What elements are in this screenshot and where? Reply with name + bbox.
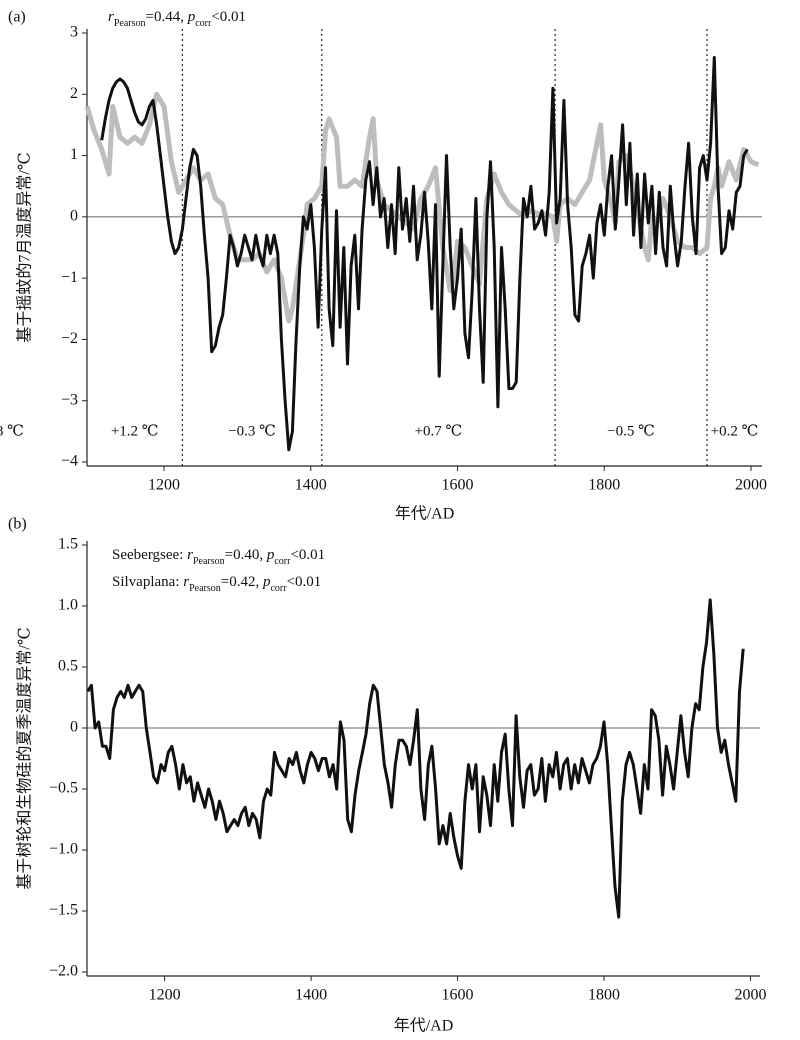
x-axis-label: 年代/AD [394,1017,454,1035]
annotation: rPearson=0.44, pcorr<0.01 [108,9,246,28]
annotation-part: corr [195,18,212,29]
x-tick-label: 1400 [295,987,327,1004]
y-tick-label: −3 [61,391,78,408]
y-axis-label: 基于摇蚊的7月温度异常/℃ [16,152,34,342]
x-tick-label: 1600 [442,477,474,494]
y-tick-label: 0 [70,208,78,225]
x-tick-label: 1200 [149,987,181,1004]
annotation-part: Pearson [193,556,225,567]
annotation-part: p [266,547,275,563]
x-tick-label: 2000 [734,987,766,1004]
x-tick-label: 1600 [442,987,474,1004]
x-tick-label: 1800 [588,987,620,1004]
annotation-part: Silvaplana: [112,574,183,590]
period-label: +0.7 ℃ [415,423,463,439]
y-tick-label: −1.0 [49,841,78,858]
annotation-part: Seebergsee: [112,547,187,563]
y-tick-label: −4 [61,453,78,470]
annotation-part: p [262,574,271,590]
x-tick-label: 1400 [295,477,327,494]
annotation-part: r [108,9,114,25]
annotation-part: corr [270,583,287,594]
y-tick-label: 0 [70,719,78,736]
annotation: Seebergsee: rPearson=0.40, pcorr<0.01 [112,547,325,566]
annotation-part: r [187,547,193,563]
y-tick-label: 1.5 [58,536,78,553]
annotation-part: corr [274,556,291,567]
annotation-part: =0.40, [225,547,267,563]
period-label: −0.3 ℃ [228,423,276,439]
panel-label: (a) [8,9,26,26]
y-tick-label: −2 [61,330,78,347]
series-line [100,56,749,452]
x-tick-label: 1200 [148,477,180,494]
x-tick-label: 2000 [735,477,767,494]
y-tick-label: −0.5 [49,780,78,797]
annotation-part: =0.42, [221,574,263,590]
annotation-part: <0.01 [290,547,325,563]
series-line [86,598,745,919]
period-label: −0.5 ℃ [607,423,655,439]
y-tick-label: 3 [70,24,78,41]
x-axis-label: 年代/AD [395,505,455,523]
annotation-part: r [183,574,189,590]
period-label: +0.8 ℃ [0,423,24,439]
y-tick-label: 2 [70,85,78,102]
annotation: Silvaplana: rPearson=0.42, pcorr<0.01 [112,574,321,593]
y-tick-label: 0.5 [58,658,78,675]
y-tick-label: −2.0 [49,963,78,980]
annotation-part: Pearson [114,18,146,29]
y-axis-label: 基于树轮和生物硅的夏季温度异常/℃ [16,627,34,889]
period-label: +0.2 ℃ [711,423,759,439]
y-tick-label: 1 [70,146,78,163]
annotation-part: <0.01 [211,9,246,25]
y-tick-label: 1.0 [58,597,78,614]
y-tick-label: −1 [61,269,78,286]
x-tick-label: 1800 [588,477,620,494]
annotation-part: =0.44, [146,9,188,25]
y-tick-label: −1.5 [49,902,78,919]
series-line [84,91,760,324]
panel-label: (b) [8,516,27,533]
annotation-part: p [187,9,196,25]
annotation-part: Pearson [189,583,221,594]
period-label: +1.2 ℃ [111,423,159,439]
annotation-part: <0.01 [287,574,322,590]
